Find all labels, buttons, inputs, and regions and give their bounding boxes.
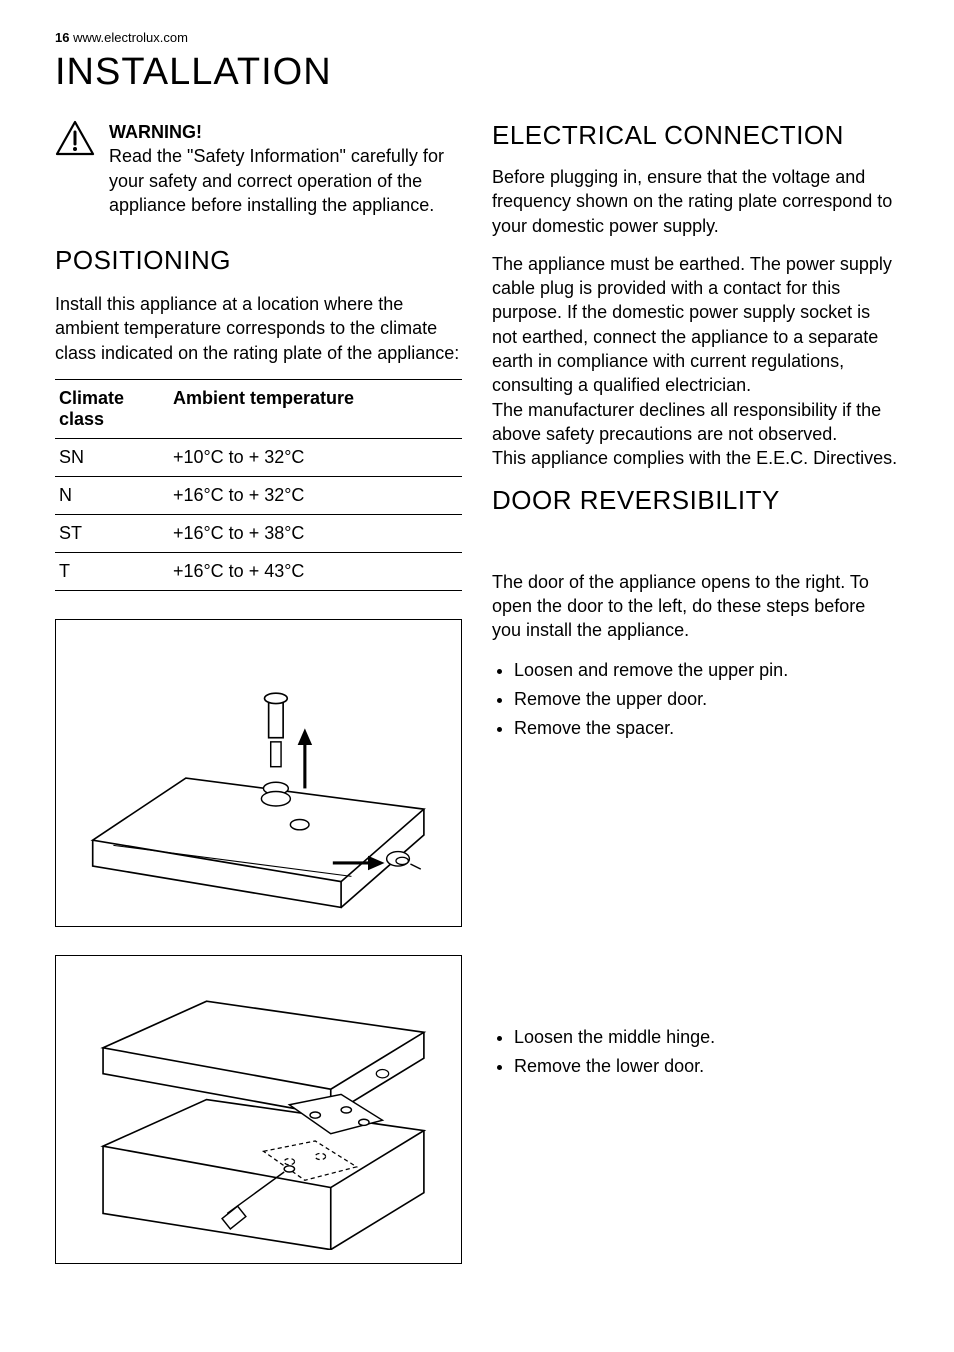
door-heading: DOOR REVERSIBILITY	[492, 485, 899, 516]
diagram-upper-pin	[55, 619, 462, 927]
electrical-p3: The manufacturer declines all responsibi…	[492, 398, 899, 447]
header-site: www.electrolux.com	[73, 30, 188, 45]
warning-icon	[55, 120, 95, 217]
table-cell: ST	[55, 515, 169, 553]
left-column: WARNING! Read the "Safety Information" c…	[55, 120, 462, 1292]
page-title: INSTALLATION	[55, 51, 899, 94]
door-intro: The door of the appliance opens to the r…	[492, 570, 899, 643]
list-item: Remove the upper door.	[514, 685, 899, 714]
table-row: T +16°C to + 43°C	[55, 553, 462, 591]
climate-table: Climate class Ambient temperature SN +10…	[55, 379, 462, 591]
door-steps-2: Loosen the middle hinge. Remove the lowe…	[492, 1023, 899, 1081]
electrical-heading: ELECTRICAL CONNECTION	[492, 120, 899, 151]
table-header-temp: Ambient temperature	[169, 380, 462, 439]
table-cell: +16°C to + 32°C	[169, 477, 462, 515]
electrical-p2: The appliance must be earthed. The power…	[492, 252, 899, 398]
page-number: 16	[55, 30, 69, 45]
diagram-middle-hinge	[55, 955, 462, 1263]
table-cell: SN	[55, 439, 169, 477]
positioning-intro: Install this appliance at a location whe…	[55, 292, 462, 365]
table-row: N +16°C to + 32°C	[55, 477, 462, 515]
list-item: Remove the spacer.	[514, 714, 899, 743]
table-cell: +16°C to + 43°C	[169, 553, 462, 591]
table-row: SN +10°C to + 32°C	[55, 439, 462, 477]
warning-block: WARNING! Read the "Safety Information" c…	[55, 120, 462, 217]
electrical-p4: This appliance complies with the E.E.C. …	[492, 446, 899, 470]
right-column: ELECTRICAL CONNECTION Before plugging in…	[492, 120, 899, 1292]
list-item: Loosen and remove the upper pin.	[514, 656, 899, 685]
warning-body: Read the "Safety Information" carefully …	[109, 146, 444, 215]
warning-text: WARNING! Read the "Safety Information" c…	[109, 120, 462, 217]
page-header: 16 www.electrolux.com	[55, 30, 899, 45]
list-item: Remove the lower door.	[514, 1052, 899, 1081]
table-cell: +10°C to + 32°C	[169, 439, 462, 477]
warning-title: WARNING!	[109, 120, 462, 144]
table-cell: +16°C to + 38°C	[169, 515, 462, 553]
table-cell: N	[55, 477, 169, 515]
electrical-p1: Before plugging in, ensure that the volt…	[492, 165, 899, 238]
door-steps-1: Loosen and remove the upper pin. Remove …	[492, 656, 899, 742]
table-header-climate: Climate class	[55, 380, 169, 439]
table-cell: T	[55, 553, 169, 591]
list-item: Loosen the middle hinge.	[514, 1023, 899, 1052]
table-row: ST +16°C to + 38°C	[55, 515, 462, 553]
positioning-heading: POSITIONING	[55, 245, 462, 276]
